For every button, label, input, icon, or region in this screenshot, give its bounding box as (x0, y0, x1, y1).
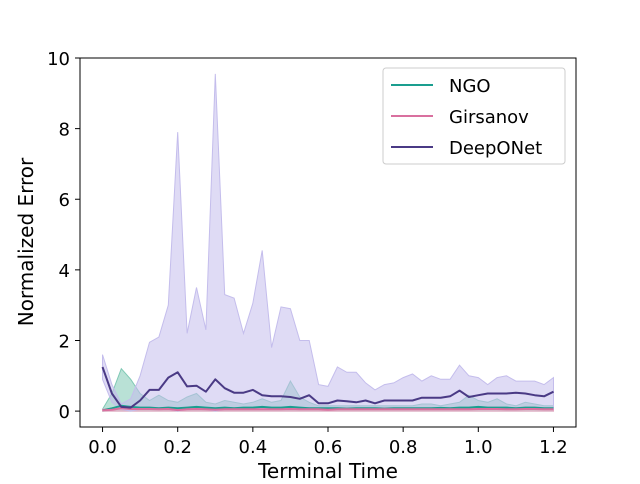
line-ngo (102, 404, 554, 412)
legend-frame (382, 67, 566, 165)
y-tick-label: 8 (59, 120, 70, 141)
x-tick-label: 1.0 (464, 437, 493, 458)
y-tick-label: 6 (59, 190, 70, 211)
x-axis-ticks: 0.0 0.2 0.4 0.6 0.8 1.0 1.2 (88, 427, 568, 458)
x-tick-label: 1.2 (539, 437, 568, 458)
x-tick-label: 0.8 (389, 437, 418, 458)
legend-label-deeponet: DeepONet (449, 138, 542, 159)
y-tick-label: 10 (47, 49, 70, 70)
legend: NGO Girsanov DeepONet (382, 67, 566, 165)
x-tick-label: 0.2 (163, 437, 192, 458)
legend-label-girsanov: Girsanov (449, 107, 529, 128)
x-tick-label: 0.4 (239, 437, 268, 458)
y-tick-label: 0 (59, 402, 70, 423)
y-axis-label: Normalized Error (14, 157, 38, 326)
y-tick-label: 4 (59, 261, 70, 282)
x-tick-label: 0.6 (314, 437, 343, 458)
y-tick-label: 2 (59, 331, 70, 352)
y-axis-ticks: 0 2 4 6 8 10 (47, 49, 80, 423)
x-axis-label: Terminal Time (257, 459, 398, 480)
series-lines (101, 366, 554, 412)
line-girsanov (102, 407, 554, 412)
line-deeponet (101, 366, 554, 409)
legend-label-ngo: NGO (449, 76, 491, 97)
x-tick-label: 0.0 (88, 437, 117, 458)
